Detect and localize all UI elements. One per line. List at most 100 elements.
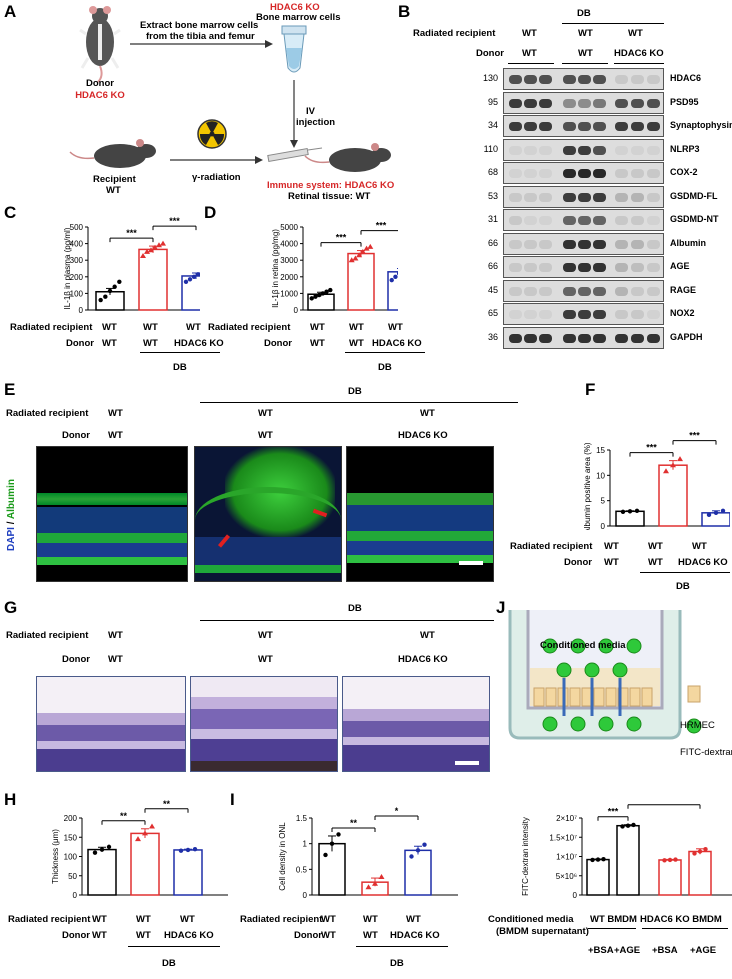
c-db-line [140,352,220,353]
c-g1-donor: WT [102,338,117,349]
sig-label: ** [120,811,128,821]
y-tick-label: 400 [70,240,84,249]
data-point [142,830,148,836]
blot-kda-label: 31 [487,214,498,224]
donor-genotype: HDAC6 KO [75,90,125,101]
blot-protein-label: GAPDH [670,331,703,342]
b-g1-line [508,63,554,64]
blot-band [578,286,591,296]
data-point [191,274,197,279]
blot-band [593,122,606,131]
bar [347,252,375,311]
blot-band [578,122,591,131]
blot-band [509,333,522,343]
blot-band [509,75,522,84]
c-g1-rr: WT [102,322,117,333]
e-stain-label: DAPI / Albumin [6,450,20,580]
blot-band [578,263,591,272]
j-fitc-label: FITC-dextran [680,747,732,758]
sig-label: *** [646,443,657,453]
e-donor-label: Donor [62,430,90,441]
panel-label-h: H [4,790,17,809]
extract-text-1: Extract bone marrow cells [140,20,259,31]
data-point [160,240,166,246]
data-point [106,844,112,850]
blot-band [647,98,660,108]
blot-band [578,169,591,178]
blot-band [647,239,660,249]
sig-label: * [395,806,399,816]
d-g1-rr: WT [310,322,325,333]
panel-label-f: F [585,380,596,399]
g-image-hdac6ko-db [342,676,490,772]
y-tick-label: 0 [79,306,84,315]
blot-band [647,263,660,272]
blot-band [647,333,660,343]
sig-label: *** [336,233,347,243]
blot-band [631,75,644,84]
y-tick-label: 15 [596,446,605,455]
blot-band [524,122,537,131]
blot-kda-label: 66 [487,261,498,271]
blot-row [503,68,664,90]
blot-band [593,333,606,343]
blot-band [647,192,660,202]
sig-label: *** [376,221,387,231]
blot-band [539,75,552,84]
blot-band [539,286,552,296]
h-g1-donor: WT [92,930,107,941]
blot-band [539,216,552,225]
bar [688,850,712,896]
blot-row [503,279,664,302]
i-rr-label: Radiated recipient [240,914,323,925]
blot-band [615,122,628,131]
c-db-label: DB [173,362,187,373]
retinal-tissue-label: Retinal tissue: WT [288,191,371,202]
blot-protein-label: RAGE [670,284,697,295]
data-point [372,880,378,886]
y-tick-label: 4000 [280,240,298,249]
data-point [152,244,158,250]
data-point [667,857,673,863]
data-point [409,854,414,859]
blot-protein-label: HDAC6 [670,73,702,83]
data-point [313,294,318,299]
g-g3-donor: HDAC6 KO [398,654,448,665]
b-donor: Donor [476,48,504,59]
y-tick-label: 200 [64,814,78,823]
recipient-mouse-icon [69,139,156,168]
blot-band [615,98,628,108]
blot-band [615,75,628,84]
data-point [103,294,108,299]
d-donor-label: Donor [264,338,292,349]
data-point [92,850,98,855]
blot-band [539,239,552,249]
blot-band [631,333,644,343]
e-g2-donor: WT [258,430,273,441]
blot-band [647,286,660,296]
y-tick-label: 1000 [280,289,298,298]
h-g2-rr: WT [136,914,151,925]
data-point [98,297,103,303]
y-tick-label: 5×10⁶ [556,872,577,881]
d-db-line [345,352,425,353]
tube-title: HDAC6 KO [270,2,320,13]
blot-row [503,162,664,184]
blot-band [563,122,576,131]
data-point [348,257,355,263]
y-axis-label: Albumin positive area (%) [583,442,592,530]
data-point [316,292,322,298]
j-age-2: +AGE [690,945,717,956]
blot-band [563,216,576,225]
bar [87,848,117,896]
data-point [396,271,398,276]
data-point [185,847,191,853]
blot-kda-label: 68 [487,167,498,177]
e-image-wt-db [194,446,342,582]
f-g1-rr: WT [604,541,619,552]
data-point [697,849,703,854]
blot-band [578,145,591,155]
data-point [149,823,155,829]
data-point [192,846,198,852]
blot-band [578,75,591,84]
